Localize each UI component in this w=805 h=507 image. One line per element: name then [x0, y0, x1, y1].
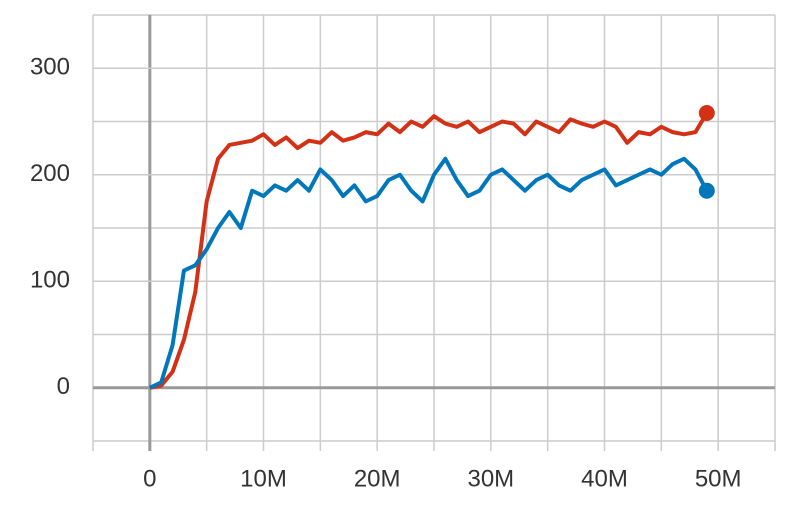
- end-marker: [698, 182, 715, 199]
- end-marker: [698, 104, 715, 121]
- series-line: [149, 111, 709, 390]
- x-tick-label: 20M: [354, 465, 401, 492]
- y-tick-label: 100: [30, 267, 70, 294]
- x-tick-label: 10M: [240, 465, 287, 492]
- y-tick-label: 200: [30, 160, 70, 187]
- x-tick-label: 30M: [467, 465, 514, 492]
- x-tick-label: 0: [143, 465, 156, 492]
- series-line: [148, 156, 709, 390]
- y-tick-label: 300: [30, 54, 70, 81]
- x-tick-label: 50M: [695, 465, 742, 492]
- x-tick-label: 40M: [581, 465, 628, 492]
- y-tick-label: 0: [57, 373, 70, 400]
